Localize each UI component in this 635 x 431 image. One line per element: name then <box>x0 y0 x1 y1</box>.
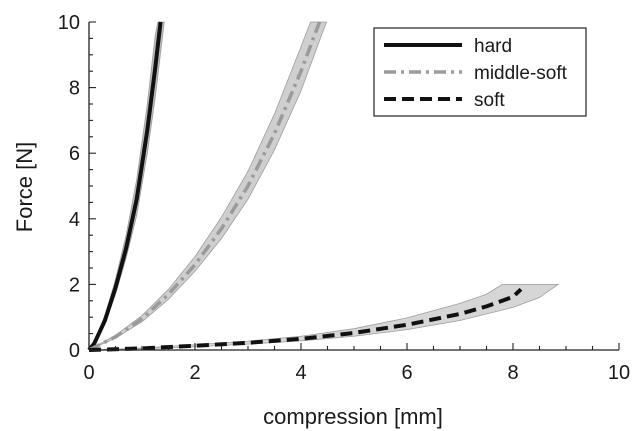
x-tick-label: 2 <box>189 362 200 384</box>
legend-label-soft: soft <box>474 90 505 111</box>
x-tick-label: 0 <box>83 362 94 384</box>
tick-marks <box>88 21 620 351</box>
series-line-hard <box>87 21 163 352</box>
x-tick-label: 6 <box>401 362 412 384</box>
y-tick-label: 10 <box>58 12 80 34</box>
series-line-middle-soft <box>88 21 322 352</box>
tick-labels: 0 2 4 6 8 10 0 2 4 6 8 10 <box>58 12 630 384</box>
legend-label-middle-soft: middle-soft <box>474 63 568 84</box>
band-soft <box>88 283 560 351</box>
x-tick-label: 4 <box>295 362 306 384</box>
series-lines <box>87 21 523 352</box>
y-tick-label: 0 <box>69 340 80 362</box>
legend-label-hard: hard <box>474 36 512 57</box>
band-middle-soft <box>88 21 328 351</box>
x-tick-label: 8 <box>507 362 518 384</box>
x-tick-label: 10 <box>608 362 630 384</box>
y-tick-label: 2 <box>69 274 80 296</box>
y-tick-label: 4 <box>69 209 80 231</box>
x-axis-label: compression [mm] <box>263 404 443 429</box>
y-tick-label: 6 <box>69 143 80 165</box>
legend: hard middle-soft soft <box>373 27 587 117</box>
y-tick-label: 8 <box>69 78 80 100</box>
y-axis-label: Force [N] <box>12 142 37 232</box>
